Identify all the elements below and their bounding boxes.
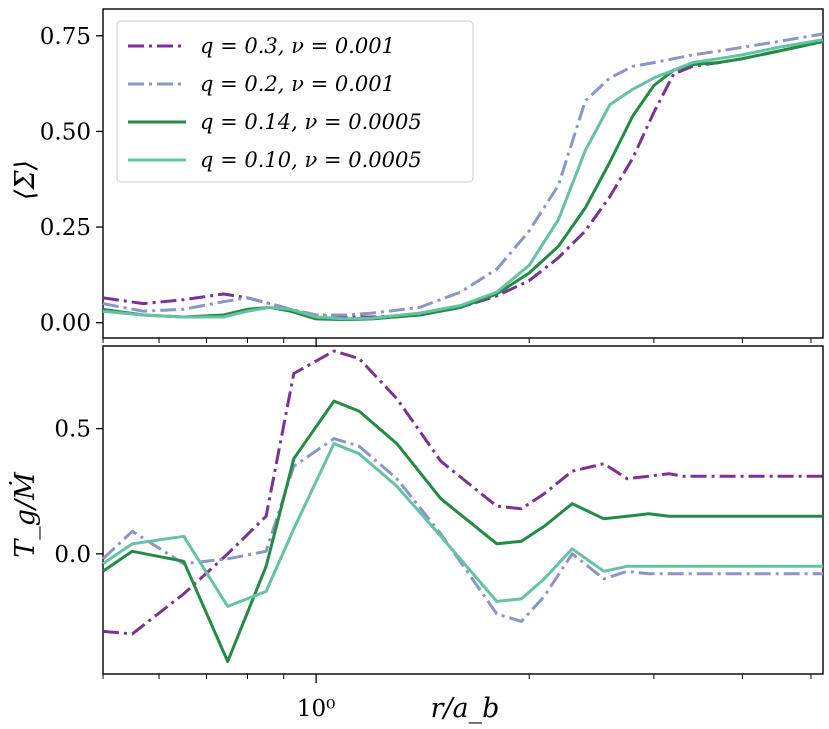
bottom-series-line-3 [102, 442, 823, 608]
bottom-y-ticks: 0.0 0.5 [54, 417, 103, 568]
x-axis-label: r/a_b [431, 693, 500, 724]
bottom-y-tick-label-0: 0.0 [54, 542, 91, 568]
top-y-tick-label-0: 0.00 [40, 311, 91, 337]
bottom-panel: 0.0 0.5 10⁰ T_g/Ṁ r/a_b [8, 345, 824, 724]
top-series-line-2 [102, 40, 824, 322]
legend-label-0: q = 0.3, ν = 0.001 [200, 34, 395, 58]
top-series-line-1 [102, 32, 824, 317]
bottom-y-tick-label-1: 0.5 [54, 417, 91, 443]
top-y-tick-label-2: 0.50 [40, 119, 91, 145]
top-x-ticks [102, 338, 812, 347]
top-series-lines [102, 32, 824, 322]
legend-label-2: q = 0.14, ν = 0.0005 [200, 110, 422, 134]
bottom-series-line-0 [102, 349, 823, 636]
x-tick-label-0: 10⁰ [297, 696, 336, 722]
top-y-tick-label-1: 0.25 [40, 215, 91, 241]
bottom-series-line-1 [101, 437, 823, 623]
bottom-series-lines [101, 349, 823, 663]
top-y-axis-label: ⟨Σ⟩ [10, 160, 41, 200]
legend-frame [116, 20, 474, 183]
legend: q = 0.3, ν = 0.001 q = 0.2, ν = 0.001 q = … [116, 20, 474, 183]
top-y-tick-label-3: 0.75 [40, 24, 91, 50]
top-panel-frame [102, 8, 824, 339]
bottom-x-ticks: 10⁰ [102, 674, 812, 722]
legend-label-1: q = 0.2, ν = 0.001 [200, 72, 395, 96]
bottom-series-line-2 [102, 399, 823, 663]
top-y-ticks: 0.00 0.25 0.50 0.75 [40, 24, 103, 337]
legend-label-3: q = 0.10, ν = 0.0005 [200, 148, 422, 172]
bottom-y-axis-label: T_g/Ṁ [8, 471, 41, 558]
legend-entries: q = 0.3, ν = 0.001 q = 0.2, ν = 0.001 q = … [128, 34, 422, 172]
bottom-panel-frame [102, 345, 824, 675]
top-series-line-3 [102, 38, 824, 321]
top-panel: 0.000.250.500.75 ⟨Σ⟩ q = 0.3, ν = 0.001q… [10, 8, 824, 347]
